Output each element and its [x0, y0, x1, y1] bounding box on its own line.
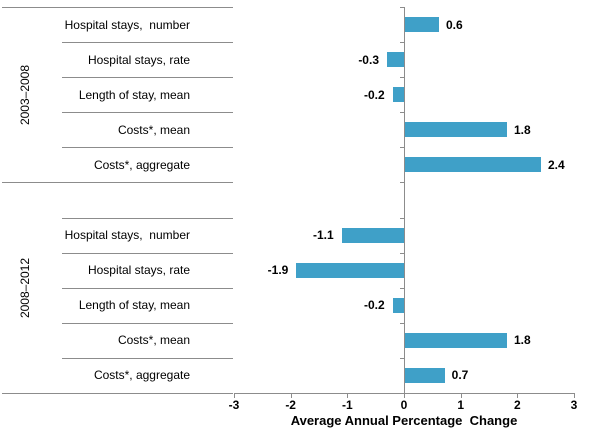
category-divider-line: [62, 287, 233, 289]
category-label: Costs*, mean: [117, 333, 190, 348]
category-label: Costs*, mean: [117, 122, 190, 137]
x-axis-tick: [517, 393, 519, 398]
category-divider-line: [62, 77, 233, 79]
bar-value-label: -0.2: [363, 298, 385, 313]
bar-value-label: 2.4: [548, 157, 565, 172]
value-axis-tick: [400, 182, 404, 184]
group-label: 2008–2012: [18, 257, 32, 318]
bar-value-label: -0.2: [363, 87, 385, 102]
bar: [405, 157, 541, 173]
value-axis-tick: [400, 77, 404, 79]
value-axis-tick: [400, 217, 404, 219]
category-label: Hospital stays, rate: [87, 52, 190, 67]
bar: [405, 17, 439, 33]
x-axis-tick: [404, 393, 405, 398]
category-divider-line: [62, 42, 233, 44]
x-tick-label: 3: [570, 398, 578, 412]
category-divider-line: [62, 147, 233, 149]
value-axis-tick: [400, 357, 404, 359]
x-tick-label: 0: [400, 398, 408, 412]
bar-value-label: -1.9: [267, 263, 289, 278]
x-axis-tick: [347, 393, 349, 398]
category-label: Length of stay, mean: [78, 298, 190, 313]
x-axis-tick: [460, 393, 462, 398]
value-axis-tick: [400, 7, 404, 8]
bar: [392, 87, 404, 103]
bar: [405, 332, 507, 348]
group-boundary-line: [2, 7, 233, 8]
category-label: Costs*, aggregate: [93, 157, 190, 172]
bar: [405, 122, 507, 138]
category-divider-line: [62, 322, 233, 324]
category-label: Hospital stays, number: [64, 228, 190, 243]
value-axis-tick: [400, 322, 404, 324]
value-axis-zero-line: [404, 7, 405, 394]
category-divider-line: [62, 357, 233, 359]
x-axis-title: Average Annual Percentage Change: [290, 413, 518, 428]
x-tick-label: -1: [341, 398, 353, 412]
group-label: 2003–2008: [18, 64, 32, 125]
bar-value-label: 0.6: [446, 17, 463, 32]
value-axis-tick: [400, 393, 404, 394]
bar-value-label: 1.8: [514, 333, 531, 348]
category-divider-line: [62, 112, 233, 114]
x-axis-tick: [574, 393, 575, 398]
category-label: Costs*, aggregate: [93, 368, 190, 383]
group-boundary-line: [2, 393, 233, 394]
category-divider-line: [62, 252, 233, 254]
bar-value-label: 1.8: [514, 122, 531, 137]
bar: [392, 297, 404, 313]
bar: [405, 367, 445, 383]
bar-value-label: -1.1: [312, 228, 334, 243]
category-label: Length of stay, mean: [78, 87, 190, 102]
category-divider-line: [62, 217, 233, 219]
x-tick-label: -2: [285, 398, 296, 412]
group-boundary-line: [2, 182, 233, 184]
bar: [296, 262, 404, 278]
bar: [341, 227, 404, 243]
x-axis-tick: [234, 393, 235, 398]
category-label: Hospital stays, rate: [87, 263, 190, 278]
bar-value-label: -0.3: [358, 52, 379, 67]
x-tick-label: 1: [457, 398, 464, 412]
value-axis-tick: [400, 252, 404, 254]
bar-value-label: 0.7: [451, 368, 469, 383]
category-label: Hospital stays, number: [64, 17, 190, 32]
x-tick-label: -3: [228, 398, 240, 412]
value-axis-tick: [400, 147, 404, 149]
x-tick-label: 2: [513, 398, 521, 412]
value-axis-tick: [400, 42, 404, 44]
value-axis-tick: [400, 112, 404, 114]
value-axis-tick: [400, 287, 404, 289]
bar: [387, 52, 404, 68]
x-axis-tick: [290, 393, 292, 398]
